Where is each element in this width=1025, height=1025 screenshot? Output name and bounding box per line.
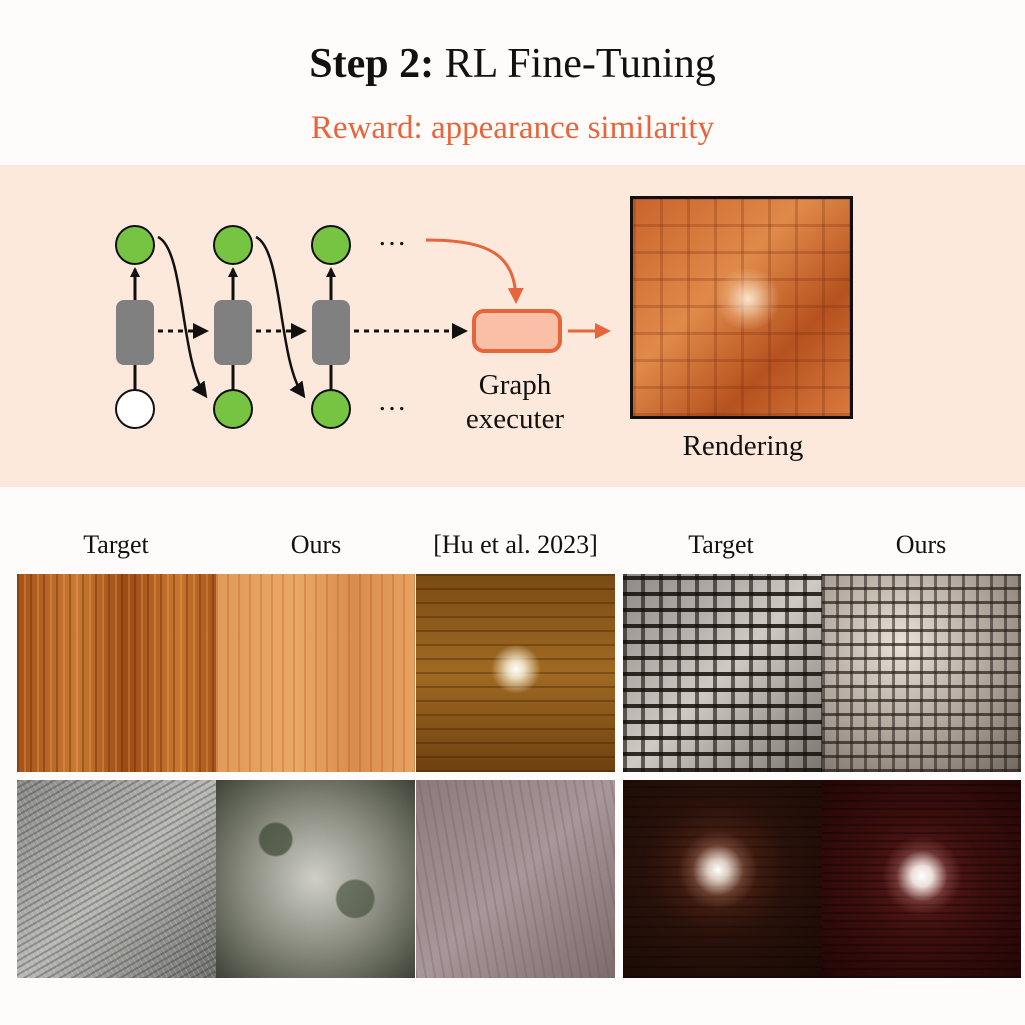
row1-baseline-wood bbox=[416, 574, 615, 772]
rnn-cell-1 bbox=[116, 300, 154, 365]
title-step: Step 2: bbox=[309, 41, 435, 87]
ours-darkwood-highlight bbox=[882, 836, 962, 916]
rnn-cell-3 bbox=[312, 300, 350, 365]
step-column-1 bbox=[115, 225, 155, 429]
executer-label: Graph executer bbox=[440, 368, 590, 436]
row1-target-weave bbox=[623, 574, 822, 772]
row1-ours-weave bbox=[822, 574, 1021, 772]
baseline-highlight bbox=[491, 644, 541, 694]
row2-target-darkwood bbox=[623, 780, 822, 978]
column-label-ours-1: Ours bbox=[290, 530, 342, 559]
step-column-3 bbox=[311, 225, 351, 429]
column-label-ours-2: Ours bbox=[895, 530, 947, 559]
row2-ours-darkwood bbox=[822, 780, 1021, 978]
ellipsis-bottom: … bbox=[377, 385, 407, 417]
rendering-highlight bbox=[713, 269, 783, 329]
feedback-arrow-2 bbox=[255, 235, 306, 399]
column-label-baseline: [Hu et al. 2023] bbox=[433, 530, 598, 559]
executer-label-line2: executer bbox=[465, 403, 565, 435]
rl-diagram bbox=[115, 225, 611, 429]
title-text: RL Fine-Tuning bbox=[444, 41, 716, 87]
rnn-cell-2 bbox=[214, 300, 252, 365]
step-column-2 bbox=[213, 225, 253, 429]
rendering-label: Rendering bbox=[682, 430, 804, 462]
row2-ours-stone bbox=[216, 780, 415, 978]
output-node-1 bbox=[115, 225, 155, 265]
output-node-3 bbox=[311, 225, 351, 265]
column-label-target-1: Target bbox=[83, 530, 149, 559]
input-node-2 bbox=[213, 389, 253, 429]
page-title: Step 2: RL Fine-Tuning bbox=[0, 40, 1025, 88]
row1-target-wood bbox=[17, 574, 216, 772]
graph-executer-box bbox=[472, 309, 562, 353]
column-label-target-2: Target bbox=[688, 530, 754, 559]
executer-label-line1: Graph bbox=[478, 369, 552, 401]
subtitle: Reward: appearance similarity bbox=[310, 110, 715, 146]
output-node-2 bbox=[213, 225, 253, 265]
target-darkwood-highlight bbox=[678, 830, 758, 910]
row2-baseline-stone bbox=[416, 780, 615, 978]
row1-ours-wood bbox=[216, 574, 415, 772]
rendering-image bbox=[630, 196, 853, 419]
input-node-3 bbox=[311, 389, 351, 429]
sequence-to-executer-arrow bbox=[425, 238, 524, 304]
row2-target-stone bbox=[17, 780, 216, 978]
ellipsis-top: … bbox=[377, 220, 407, 252]
input-node-1 bbox=[115, 389, 155, 429]
feedback-arrow-1 bbox=[157, 235, 208, 399]
